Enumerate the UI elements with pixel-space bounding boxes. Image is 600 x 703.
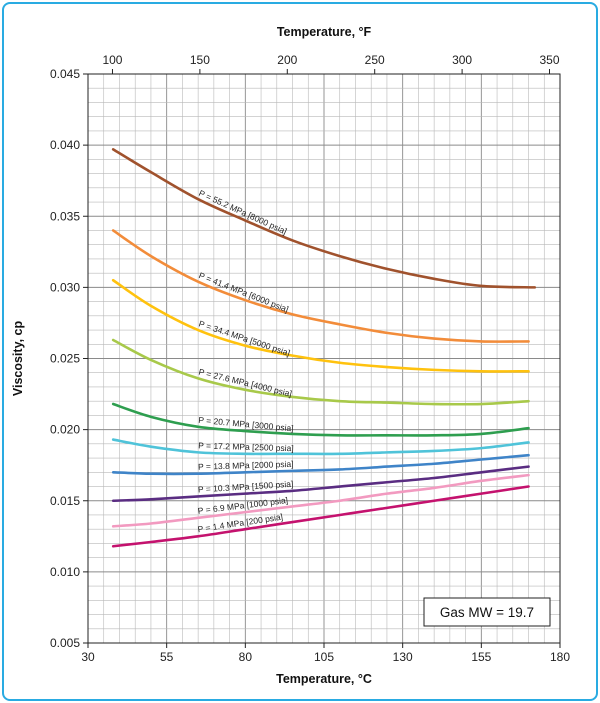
series-label-5: P = 17.2 MPa [2500 psia] — [198, 440, 294, 453]
y-tick-label: 0.010 — [50, 565, 80, 579]
series-lines — [111, 148, 537, 548]
series-line-1 — [111, 229, 530, 343]
annotation-text: Gas MW = 19.7 — [440, 605, 534, 620]
y-tick-label: 0.030 — [50, 280, 80, 294]
x2-tick-label: 300 — [452, 53, 472, 67]
y-tick-label: 0.025 — [50, 352, 80, 366]
y-tick-label: 0.015 — [50, 494, 80, 508]
series-line-3 — [111, 338, 530, 406]
annotation-box: Gas MW = 19.7 — [423, 597, 551, 627]
x2-tick-label: 200 — [277, 53, 297, 67]
y-tick-label: 0.005 — [50, 636, 80, 650]
x-axis-label: Temperature, °C — [276, 672, 372, 686]
series-label-6: P = 13.8 MPa [2000 psia] — [198, 459, 294, 472]
y-axis-ticks: 0.005 0.010 0.015 0.020 0.025 0.030 0.035 0.040… — [50, 67, 88, 650]
x2-axis-ticks: 100 150 200 250 300 350 — [102, 53, 560, 74]
series-line-5 — [111, 438, 530, 456]
series-line-7 — [111, 465, 530, 503]
series-label-1: P = 41.4 MPa [6000 psia] — [197, 270, 290, 314]
series-line-0 — [111, 148, 537, 289]
series-line-2 — [111, 278, 530, 373]
x-tick-label: 30 — [81, 650, 95, 664]
series-label-0: P = 55.2 MPa [8000 psia] — [197, 188, 288, 236]
series-line-9 — [111, 485, 530, 548]
x-axis-ticks: 30 55 80 105 130 155 180 — [81, 643, 570, 664]
y-axis-label: Viscosity, cp — [11, 321, 25, 397]
series-label-2: P = 34.4 MPa [5000 psia] — [198, 318, 292, 358]
y-tick-label: 0.035 — [50, 209, 80, 223]
x-tick-label: 155 — [471, 650, 491, 664]
grid-lines — [88, 74, 560, 643]
x2-tick-label: 350 — [539, 53, 559, 67]
series-line-4 — [111, 402, 530, 437]
x2-tick-label: 150 — [190, 53, 210, 67]
x2-tick-label: 250 — [365, 53, 385, 67]
x2-axis-label: Temperature, °F — [277, 25, 372, 39]
x-tick-label: 80 — [239, 650, 253, 664]
x-tick-label: 180 — [550, 650, 570, 664]
x2-tick-label: 100 — [102, 53, 122, 67]
series-line-8 — [111, 473, 530, 528]
y-tick-label: 0.020 — [50, 423, 80, 437]
series-line-6 — [111, 453, 530, 476]
y-tick-label: 0.040 — [50, 138, 80, 152]
x-tick-label: 130 — [393, 650, 413, 664]
x-tick-label: 105 — [314, 650, 334, 664]
y-tick-label: 0.045 — [50, 67, 80, 81]
x-tick-label: 55 — [160, 650, 174, 664]
